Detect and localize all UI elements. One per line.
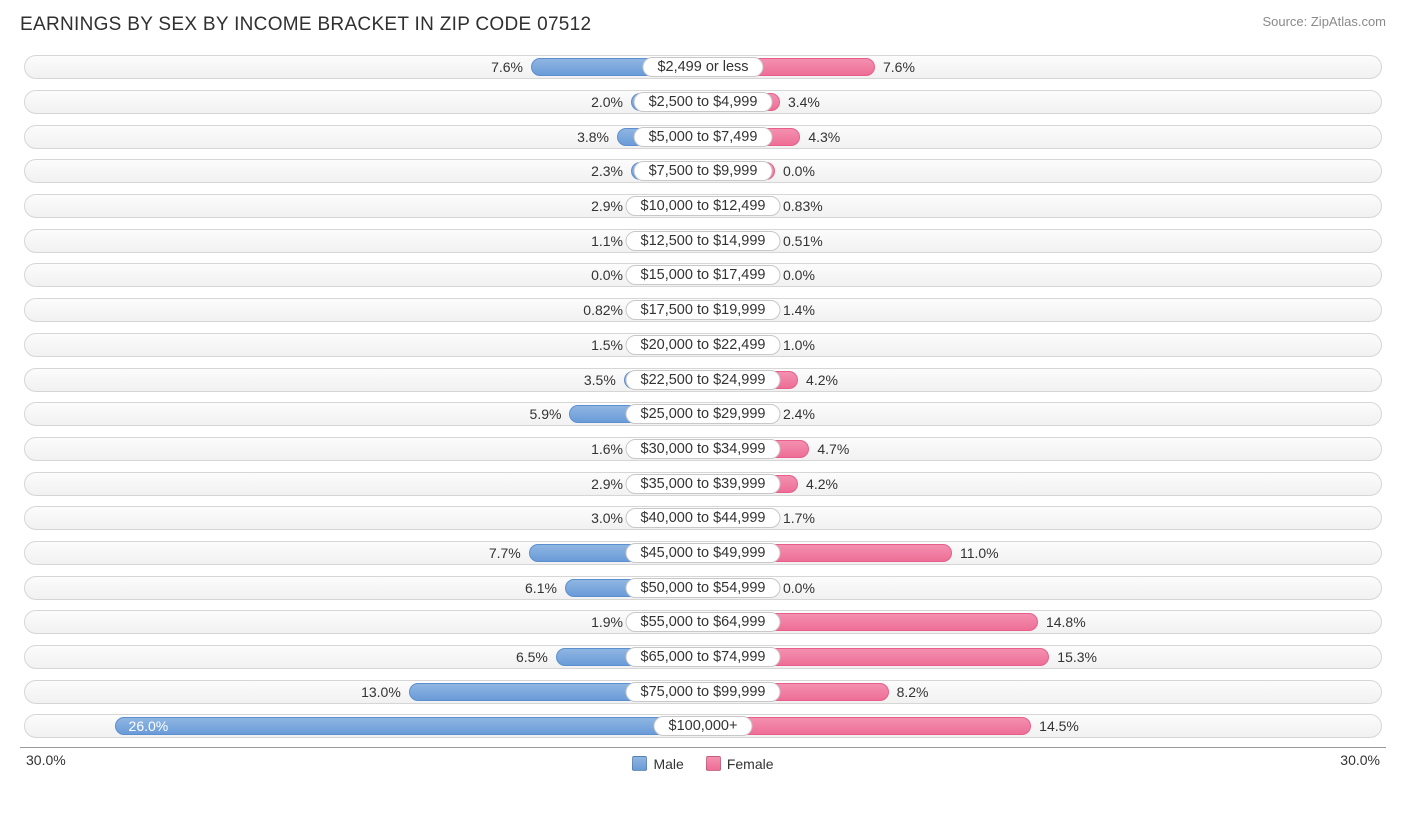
chart-row: 2.9% 4.2% $35,000 to $39,999 xyxy=(20,466,1386,501)
chart-row: 26.0% 14.5% $100,000+ xyxy=(20,709,1386,744)
value-male: 26.0% xyxy=(129,718,169,734)
chart-row: 1.9% 14.8% $55,000 to $64,999 xyxy=(20,605,1386,640)
chart-row: 1.6% 4.7% $30,000 to $34,999 xyxy=(20,432,1386,467)
chart-row: 2.3% 0.0% $7,500 to $9,999 xyxy=(20,154,1386,189)
value-female: 0.83% xyxy=(783,198,823,214)
chart-row: 5.9% 2.4%$25,000 to $29,999 xyxy=(20,397,1386,432)
chart-row: 0.0% 0.0%$15,000 to $17,499 xyxy=(20,258,1386,293)
category-label: $75,000 to $99,999 xyxy=(626,682,781,702)
value-male: 0.0% xyxy=(591,267,623,283)
axis-max-left: 30.0% xyxy=(26,752,66,768)
chart-row: 3.5% 4.2% $22,500 to $24,999 xyxy=(20,362,1386,397)
category-label: $40,000 to $44,999 xyxy=(626,508,781,528)
chart-row: 13.0% 8.2% $75,000 to $99,999 xyxy=(20,674,1386,709)
value-female: 14.8% xyxy=(1046,614,1086,630)
bar-male xyxy=(115,717,703,735)
chart-row: 1.1% 0.51%$12,500 to $14,999 xyxy=(20,223,1386,258)
value-female: 3.4% xyxy=(788,94,820,110)
chart-title: EARNINGS BY SEX BY INCOME BRACKET IN ZIP… xyxy=(20,14,591,36)
value-female: 1.0% xyxy=(783,337,815,353)
value-male: 2.3% xyxy=(591,163,623,179)
category-label: $22,500 to $24,999 xyxy=(626,370,781,390)
value-male: 3.8% xyxy=(577,129,609,145)
value-male: 3.0% xyxy=(591,510,623,526)
chart-row: 1.5% 1.0%$20,000 to $22,499 xyxy=(20,328,1386,363)
category-label: $25,000 to $29,999 xyxy=(626,404,781,424)
legend-item-male: Male xyxy=(632,756,683,772)
value-male: 0.82% xyxy=(583,302,623,318)
value-male: 13.0% xyxy=(361,684,401,700)
category-label: $12,500 to $14,999 xyxy=(626,231,781,251)
category-label: $17,500 to $19,999 xyxy=(626,300,781,320)
axis-max-right: 30.0% xyxy=(1340,752,1380,768)
value-male: 1.5% xyxy=(591,337,623,353)
value-female: 1.7% xyxy=(783,510,815,526)
value-male: 2.9% xyxy=(591,476,623,492)
chart-row: 6.1% 0.0%$50,000 to $54,999 xyxy=(20,570,1386,605)
chart-row: 7.6% 7.6% $2,499 or less xyxy=(20,50,1386,85)
category-label: $2,499 or less xyxy=(642,57,763,77)
category-label: $10,000 to $12,499 xyxy=(626,196,781,216)
category-label: $5,000 to $7,499 xyxy=(634,127,773,147)
category-label: $45,000 to $49,999 xyxy=(626,543,781,563)
legend-item-female: Female xyxy=(706,756,774,772)
value-female: 4.2% xyxy=(806,476,838,492)
value-male: 3.5% xyxy=(584,372,616,388)
category-label: $30,000 to $34,999 xyxy=(626,439,781,459)
value-female: 15.3% xyxy=(1057,649,1097,665)
value-male: 1.6% xyxy=(591,441,623,457)
value-female: 14.5% xyxy=(1039,718,1079,734)
value-male: 2.0% xyxy=(591,94,623,110)
value-female: 0.0% xyxy=(783,580,815,596)
chart-row: 7.7% 11.0% $45,000 to $49,999 xyxy=(20,536,1386,571)
chart-row: 2.9% 0.83%$10,000 to $12,499 xyxy=(20,189,1386,224)
category-label: $50,000 to $54,999 xyxy=(626,578,781,598)
swatch-female xyxy=(706,756,721,771)
value-male: 1.9% xyxy=(591,614,623,630)
value-male: 5.9% xyxy=(530,406,562,422)
value-female: 1.4% xyxy=(783,302,815,318)
category-label: $20,000 to $22,499 xyxy=(626,335,781,355)
source-attribution: Source: ZipAtlas.com xyxy=(1262,14,1386,29)
value-male: 7.7% xyxy=(489,545,521,561)
value-female: 2.4% xyxy=(783,406,815,422)
chart-footer: 30.0% Male Female 30.0% xyxy=(20,748,1386,776)
value-female: 4.7% xyxy=(817,441,849,457)
chart-row: 0.82% 1.4%$17,500 to $19,999 xyxy=(20,293,1386,328)
value-female: 8.2% xyxy=(897,684,929,700)
legend-male-label: Male xyxy=(653,756,683,772)
chart-plot-area: 7.6% 7.6% $2,499 or less 2.0% 3.4% $2,500 to … xyxy=(20,50,1386,748)
legend: Male Female xyxy=(632,756,773,772)
category-label: $7,500 to $9,999 xyxy=(634,161,773,181)
chart-row: 3.0% 1.7%$40,000 to $44,999 xyxy=(20,501,1386,536)
value-male: 7.6% xyxy=(491,59,523,75)
category-label: $15,000 to $17,499 xyxy=(626,265,781,285)
category-label: $2,500 to $4,999 xyxy=(634,92,773,112)
value-male: 1.1% xyxy=(591,233,623,249)
value-female: 0.0% xyxy=(783,267,815,283)
value-female: 4.2% xyxy=(806,372,838,388)
value-male: 2.9% xyxy=(591,198,623,214)
chart-row: 3.8% 4.3% $5,000 to $7,499 xyxy=(20,119,1386,154)
category-label: $35,000 to $39,999 xyxy=(626,474,781,494)
value-female: 0.51% xyxy=(783,233,823,249)
chart-row: 2.0% 3.4% $2,500 to $4,999 xyxy=(20,85,1386,120)
value-male: 6.5% xyxy=(516,649,548,665)
value-male: 6.1% xyxy=(525,580,557,596)
category-label: $55,000 to $64,999 xyxy=(626,612,781,632)
value-female: 11.0% xyxy=(960,545,999,561)
category-label: $65,000 to $74,999 xyxy=(626,647,781,667)
value-female: 7.6% xyxy=(883,59,915,75)
value-female: 4.3% xyxy=(808,129,840,145)
value-female: 0.0% xyxy=(783,163,815,179)
swatch-male xyxy=(632,756,647,771)
legend-female-label: Female xyxy=(727,756,774,772)
chart-row: 6.5% 15.3% $65,000 to $74,999 xyxy=(20,640,1386,675)
category-label: $100,000+ xyxy=(654,716,753,736)
